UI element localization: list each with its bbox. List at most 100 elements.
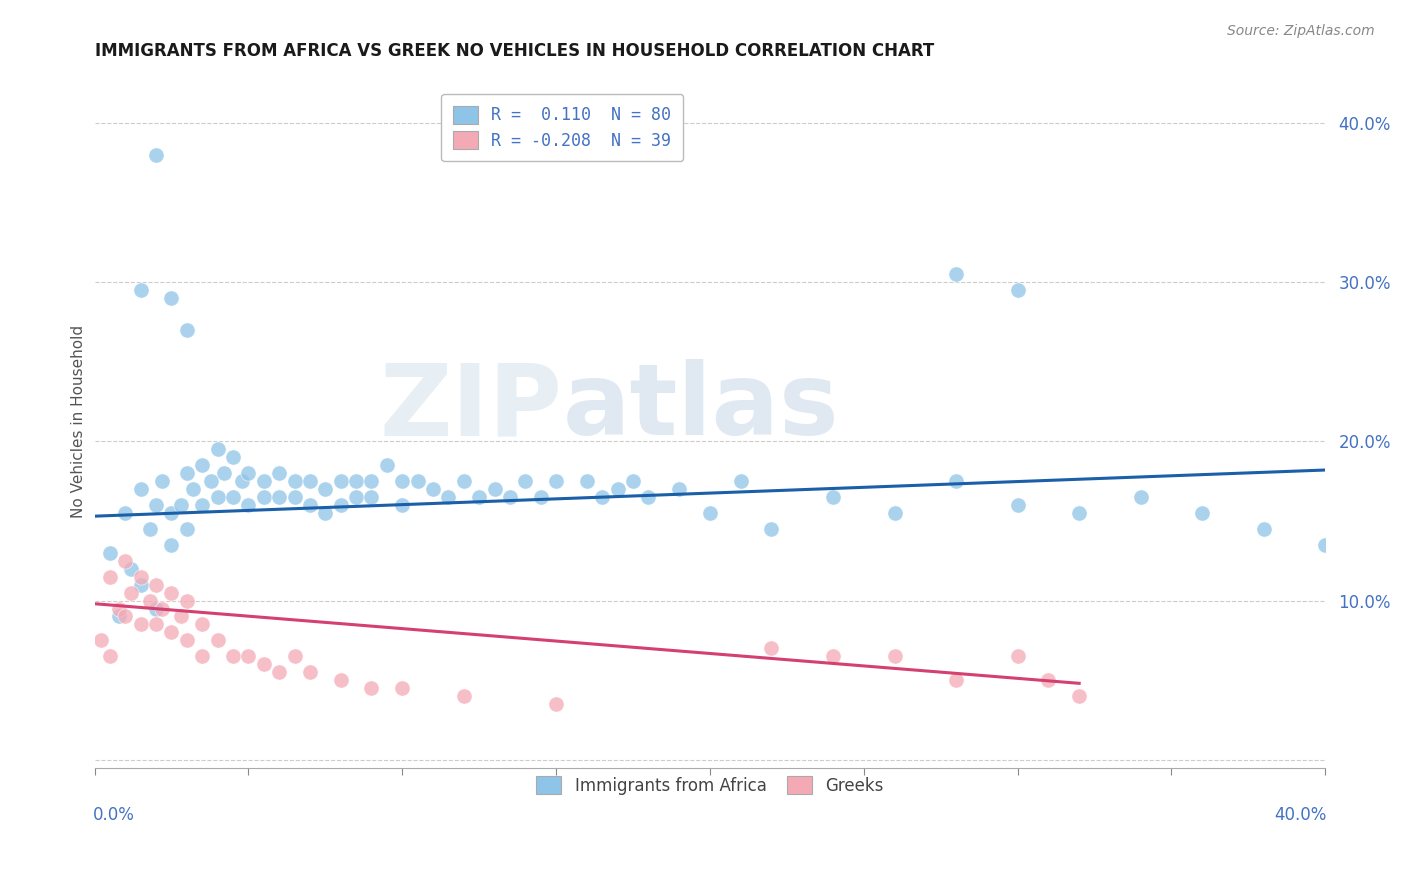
- Point: [129, 283, 152, 297]
- Point: [621, 474, 644, 488]
- Point: [160, 506, 183, 520]
- Point: [222, 490, 245, 504]
- Point: [191, 498, 214, 512]
- Point: [298, 665, 321, 680]
- Point: [160, 538, 183, 552]
- Point: [121, 562, 143, 576]
- Point: [139, 593, 162, 607]
- Point: [1069, 506, 1091, 520]
- Point: [360, 490, 382, 504]
- Point: [298, 474, 321, 488]
- Point: [181, 482, 204, 496]
- Point: [883, 506, 905, 520]
- Point: [98, 649, 121, 664]
- Point: [176, 633, 198, 648]
- Point: [530, 490, 553, 504]
- Point: [329, 498, 352, 512]
- Point: [150, 601, 173, 615]
- Point: [391, 474, 413, 488]
- Point: [761, 641, 783, 656]
- Point: [207, 442, 229, 457]
- Point: [298, 498, 321, 512]
- Point: [453, 689, 475, 703]
- Point: [1253, 522, 1275, 536]
- Point: [1191, 506, 1213, 520]
- Point: [170, 498, 193, 512]
- Point: [90, 633, 112, 648]
- Point: [391, 498, 413, 512]
- Point: [499, 490, 522, 504]
- Point: [114, 609, 136, 624]
- Point: [114, 554, 136, 568]
- Point: [231, 474, 253, 488]
- Point: [269, 466, 291, 480]
- Point: [945, 267, 967, 281]
- Point: [114, 506, 136, 520]
- Point: [883, 649, 905, 664]
- Point: [406, 474, 429, 488]
- Text: IMMIGRANTS FROM AFRICA VS GREEK NO VEHICLES IN HOUSEHOLD CORRELATION CHART: IMMIGRANTS FROM AFRICA VS GREEK NO VEHIC…: [94, 42, 934, 60]
- Point: [329, 673, 352, 687]
- Point: [129, 617, 152, 632]
- Point: [191, 617, 214, 632]
- Point: [191, 649, 214, 664]
- Point: [98, 569, 121, 583]
- Point: [284, 649, 307, 664]
- Point: [238, 466, 260, 480]
- Point: [253, 657, 276, 672]
- Point: [360, 681, 382, 695]
- Point: [437, 490, 460, 504]
- Point: [145, 577, 167, 591]
- Point: [269, 665, 291, 680]
- Text: 0.0%: 0.0%: [93, 805, 135, 824]
- Point: [139, 522, 162, 536]
- Point: [668, 482, 690, 496]
- Point: [145, 498, 167, 512]
- Point: [606, 482, 628, 496]
- Y-axis label: No Vehicles in Household: No Vehicles in Household: [72, 325, 86, 518]
- Point: [329, 474, 352, 488]
- Point: [546, 474, 568, 488]
- Point: [253, 490, 276, 504]
- Point: [150, 474, 173, 488]
- Point: [821, 649, 844, 664]
- Point: [129, 569, 152, 583]
- Point: [344, 474, 367, 488]
- Text: 40.0%: 40.0%: [1274, 805, 1326, 824]
- Point: [121, 585, 143, 599]
- Point: [222, 450, 245, 465]
- Point: [253, 474, 276, 488]
- Point: [207, 490, 229, 504]
- Point: [98, 546, 121, 560]
- Point: [1007, 283, 1029, 297]
- Point: [108, 609, 131, 624]
- Point: [176, 323, 198, 337]
- Point: [222, 649, 245, 664]
- Point: [170, 609, 193, 624]
- Point: [945, 474, 967, 488]
- Point: [360, 474, 382, 488]
- Point: [468, 490, 491, 504]
- Point: [238, 649, 260, 664]
- Point: [191, 458, 214, 473]
- Point: [391, 681, 413, 695]
- Point: [637, 490, 659, 504]
- Point: [422, 482, 444, 496]
- Point: [108, 601, 131, 615]
- Point: [176, 593, 198, 607]
- Point: [945, 673, 967, 687]
- Point: [200, 474, 222, 488]
- Point: [484, 482, 506, 496]
- Point: [129, 482, 152, 496]
- Point: [160, 291, 183, 305]
- Point: [730, 474, 752, 488]
- Point: [238, 498, 260, 512]
- Point: [1129, 490, 1152, 504]
- Text: Source: ZipAtlas.com: Source: ZipAtlas.com: [1227, 24, 1375, 38]
- Point: [145, 601, 167, 615]
- Text: ZIP: ZIP: [380, 359, 562, 456]
- Point: [160, 585, 183, 599]
- Point: [269, 490, 291, 504]
- Point: [1007, 649, 1029, 664]
- Point: [129, 577, 152, 591]
